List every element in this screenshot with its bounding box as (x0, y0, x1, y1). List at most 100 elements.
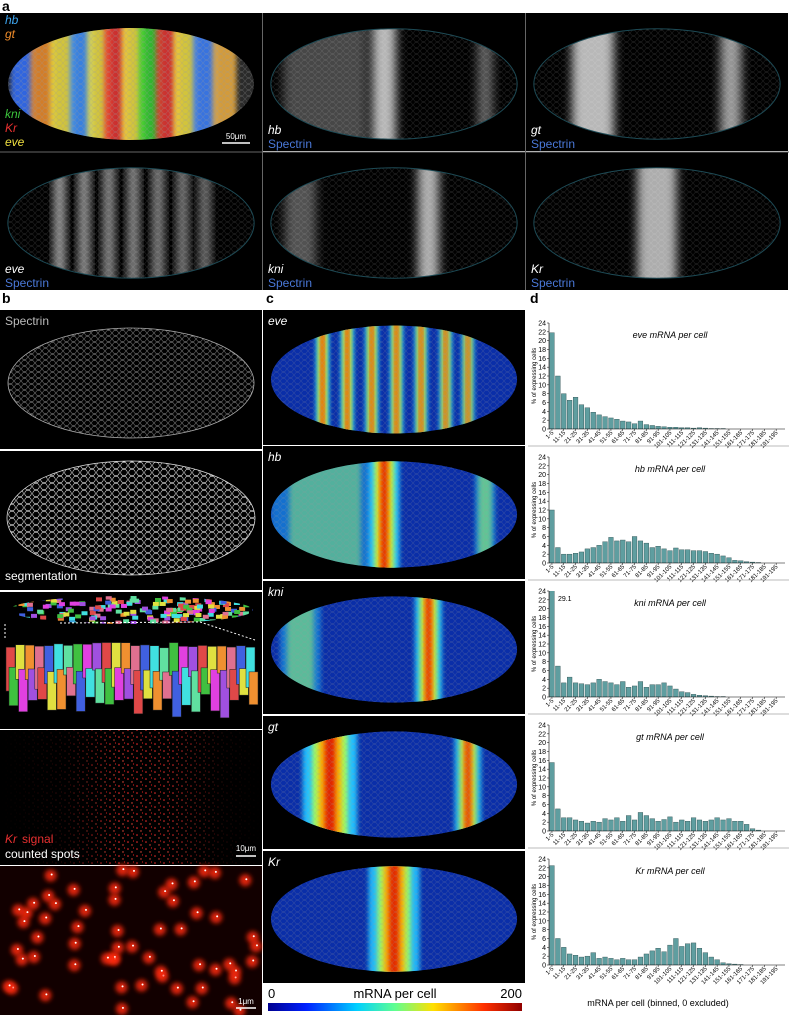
cell-3d (18, 601, 25, 606)
scale-label: 10μm (236, 844, 257, 853)
embryo (270, 866, 518, 972)
embryo (533, 167, 781, 279)
colorbar-label: mRNA per cell (353, 986, 436, 1001)
cell-3d (252, 607, 253, 612)
bar (673, 821, 679, 831)
cell-3d (222, 603, 229, 608)
bar (567, 953, 573, 965)
spot-center (33, 954, 36, 957)
panel-label: d (530, 290, 539, 306)
cell-3d (180, 617, 187, 622)
y-tick-label: 14 (538, 499, 546, 506)
bar (667, 550, 673, 563)
y-tick-label: 6 (542, 534, 546, 541)
y-tick-label: 0 (542, 695, 546, 702)
cell-3d (205, 600, 212, 605)
y-tick-label: 20 (538, 874, 546, 881)
cell-3d (18, 668, 28, 713)
cell-3d (92, 621, 99, 624)
cell-3d (115, 609, 122, 614)
spot-center (231, 1001, 234, 1004)
bar (561, 947, 567, 965)
bar (561, 553, 567, 563)
scale-label: 50μm (226, 132, 247, 141)
bar (661, 951, 667, 965)
cell-3d (26, 602, 33, 607)
cell-3d (152, 671, 163, 711)
cell-3d (114, 667, 124, 701)
y-tick-label: 2 (542, 686, 546, 693)
panel-label: c (266, 290, 274, 306)
spot-glow (48, 898, 61, 911)
colorbar (268, 1003, 522, 1011)
spot-center (159, 927, 162, 930)
cell-3d (133, 670, 144, 715)
bar (685, 821, 691, 831)
cell-3d (190, 609, 197, 614)
bar (620, 420, 626, 429)
bar (679, 946, 685, 965)
bar (567, 553, 573, 563)
cell-3d (207, 612, 214, 617)
cell-3d (164, 610, 171, 615)
spot-center (172, 899, 175, 902)
spot-glow (153, 923, 166, 936)
spot-center (117, 945, 120, 948)
embryo-texture (270, 866, 518, 972)
y-tick-label: 20 (538, 606, 546, 613)
cell-3d (105, 596, 112, 600)
bar (708, 956, 714, 965)
bar (590, 547, 596, 563)
spot-center (196, 911, 199, 914)
gene-label: Kr (5, 121, 18, 135)
spot-center (74, 963, 77, 966)
bar (602, 956, 608, 965)
y-tick-label: 2 (542, 552, 546, 559)
spot-glow (12, 904, 25, 917)
bar (614, 540, 620, 563)
spot-center (148, 955, 151, 958)
spot-center (132, 869, 135, 872)
y-tick-label: 16 (538, 758, 546, 765)
spot-center (114, 897, 117, 900)
cell-3d (95, 668, 105, 704)
bar (631, 536, 638, 563)
bar (572, 682, 579, 697)
y-tick-label: 6 (542, 936, 546, 943)
bar (561, 817, 567, 831)
bar (667, 685, 673, 697)
cell-3d (100, 616, 107, 621)
gene-label: hb (5, 13, 19, 27)
cell-3d (178, 603, 185, 608)
bar (584, 407, 590, 429)
stripe (78, 167, 90, 279)
spot-glow (193, 959, 206, 972)
embryo (270, 325, 518, 434)
bar (596, 679, 602, 697)
segmentation (6, 460, 256, 576)
y-tick-label: 24 (538, 723, 546, 730)
cell-3d (220, 599, 227, 604)
spot-glow (108, 882, 121, 895)
bar (679, 819, 685, 831)
bar (590, 821, 596, 831)
bar (620, 681, 626, 697)
cell-3d (109, 604, 116, 609)
y-tick-label: 8 (542, 659, 546, 666)
cell-3d (69, 601, 76, 606)
chart-title: Kr mRNA per cell (635, 866, 705, 876)
bar (720, 555, 726, 563)
spot-glow (174, 923, 187, 936)
cell-3d (162, 671, 172, 700)
cell-3d (130, 609, 137, 614)
embryo-texture (270, 325, 518, 434)
stain-label: Spectrin (268, 276, 312, 290)
bar (626, 815, 632, 831)
spot-glow (17, 916, 30, 929)
bar (696, 550, 703, 563)
y-tick-label: 10 (538, 784, 546, 791)
cell-3d (79, 602, 86, 607)
bar (549, 509, 555, 563)
y-tick-label: 2 (542, 418, 546, 425)
bar (655, 684, 661, 697)
